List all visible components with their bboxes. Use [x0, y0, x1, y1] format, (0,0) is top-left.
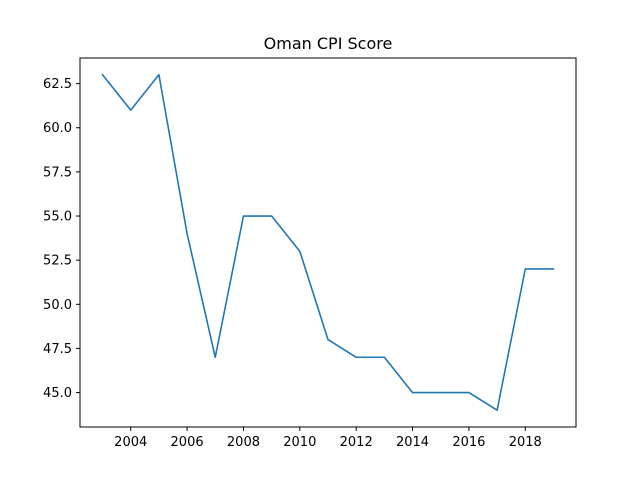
plot-area: 2004 2006 2008 2010 2012 2014 2016 2018 45.0 47.5…	[43, 57, 577, 450]
x-tick-label-2018: 2018	[509, 435, 542, 450]
y-tick-label-57.5: 57.5	[43, 165, 72, 180]
y-tick-label-62.5: 62.5	[43, 77, 72, 92]
y-tick-label-50: 50.0	[43, 298, 72, 313]
x-tick-label-2006: 2006	[171, 435, 204, 450]
x-tick-label-2016: 2016	[452, 435, 485, 450]
chart-title: Oman CPI Score	[264, 34, 393, 53]
y-tick-label-47.5: 47.5	[43, 342, 72, 357]
series-line-0	[101, 73, 555, 412]
x-tick-label-2010: 2010	[283, 435, 316, 450]
x-tick-label-2008: 2008	[227, 435, 260, 450]
x-tick-label-2004: 2004	[114, 435, 147, 450]
axes-frame	[79, 57, 577, 428]
y-tick-label-52.5: 52.5	[43, 254, 72, 269]
y-tick-label-55: 55.0	[43, 210, 72, 225]
y-tick-label-45: 45.0	[43, 386, 72, 401]
x-tick-label-2014: 2014	[396, 435, 429, 450]
y-tick-label-60: 60.0	[43, 121, 72, 136]
x-tick-label-2012: 2012	[340, 435, 373, 450]
